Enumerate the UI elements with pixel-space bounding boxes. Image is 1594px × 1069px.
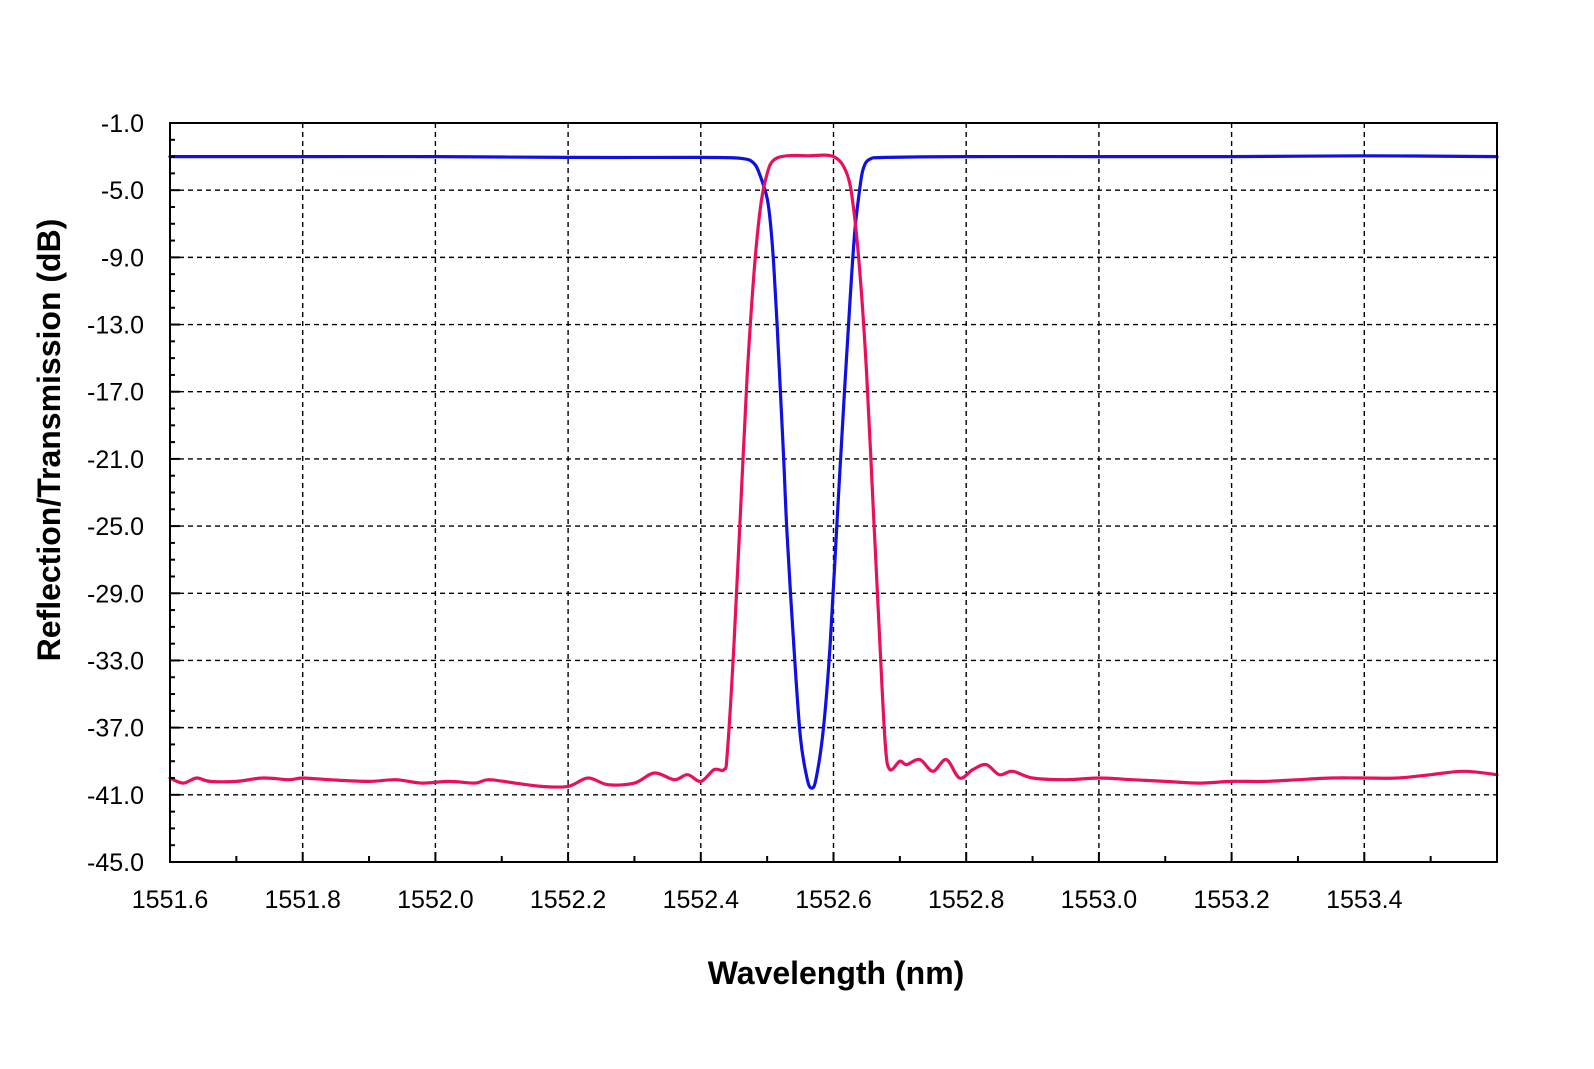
- y-tick-label: -13.0: [87, 312, 144, 340]
- x-tick-label: 1553.0: [1061, 886, 1137, 914]
- x-tick-label: 1552.4: [663, 886, 740, 914]
- y-axis-title: Reflection/Transmission (dB): [31, 219, 67, 662]
- grid-layer: [170, 122, 1497, 862]
- series-layer: [168, 153, 1499, 790]
- x-tick-label: 1552.6: [795, 886, 871, 914]
- series-line-2: [168, 153, 1499, 789]
- y-tick-label: -1.0: [101, 110, 144, 138]
- x-tick-labels: 1551.6 1551.8 1552.0 1552.2 1552.4 1552.6 1552…: [132, 886, 1403, 914]
- tick-layer: [169, 122, 1432, 863]
- y-tick-label: -29.0: [87, 580, 144, 608]
- y-tick-label: -37.0: [87, 715, 144, 743]
- y-tick-label: -41.0: [87, 782, 144, 810]
- y-tick-label: -21.0: [87, 446, 144, 474]
- y-tick-labels: -1.0 -5.0 -9.0 -13.0 -17.0 -21.0 -25.0 -29.0 -33…: [87, 110, 144, 877]
- x-tick-label: 1551.6: [132, 886, 208, 914]
- x-tick-label: 1553.2: [1193, 886, 1269, 914]
- series-line-1: [168, 154, 1499, 790]
- y-tick-label: -45.0: [87, 849, 144, 877]
- x-axis-title: Wavelength (nm): [708, 955, 965, 991]
- y-tick-label: -9.0: [101, 244, 144, 272]
- y-tick-label: -33.0: [87, 647, 144, 675]
- x-tick-label: 1551.8: [264, 886, 340, 914]
- x-tick-label: 1552.2: [530, 886, 606, 914]
- y-tick-label: -25.0: [87, 513, 144, 541]
- x-tick-label: 1552.0: [397, 886, 473, 914]
- y-tick-label: -5.0: [101, 177, 144, 205]
- y-tick-label: -17.0: [87, 379, 144, 407]
- x-tick-label: 1553.4: [1326, 886, 1403, 914]
- x-tick-label: 1552.8: [928, 886, 1004, 914]
